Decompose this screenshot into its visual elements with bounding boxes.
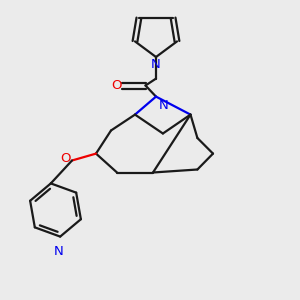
Text: O: O (60, 152, 71, 166)
Text: O: O (111, 79, 122, 92)
Text: N: N (54, 245, 64, 258)
Text: N: N (151, 58, 161, 71)
Text: N: N (159, 99, 169, 112)
